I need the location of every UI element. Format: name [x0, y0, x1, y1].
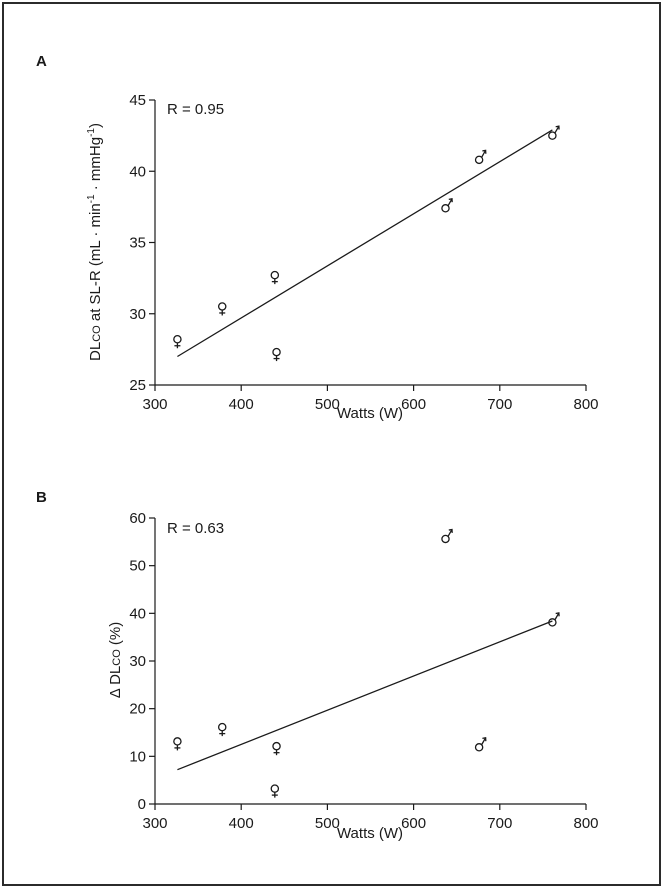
panel-a-y-tick-label: 30	[129, 306, 146, 323]
female-symbol-point	[272, 347, 281, 362]
female-symbol-point	[173, 334, 182, 349]
panel-b-x-tick-label: 300	[142, 815, 167, 832]
panel-a-ylabel-end: )	[87, 123, 104, 128]
panel-a-x-tick-label: 800	[573, 396, 598, 413]
male-symbol-point	[548, 125, 560, 140]
panel-a-x-tick-label: 400	[229, 396, 254, 413]
panel-b-ylabel-co: CO	[111, 649, 123, 666]
panel-b-x-tick-label: 800	[573, 815, 598, 832]
panel-a-x-tick-label: 300	[142, 396, 167, 413]
panel-b-x-tick-label: 500	[315, 815, 340, 832]
female-symbol-point	[217, 722, 227, 737]
panel-b-regression-line	[177, 620, 553, 771]
panel-a: A R = 0.95 300 400 500 600 700 800 25 30 35 40 45…	[36, 53, 599, 422]
panel-b-letter: B	[36, 489, 47, 506]
panel-a-axes	[154, 100, 586, 386]
panel-a-r-value: R = 0.95	[167, 101, 224, 118]
panel-a-x-tick-label: 700	[487, 396, 512, 413]
panel-a-x-ticks: 300 400 500 600 700 800	[142, 385, 599, 413]
panel-b-ylabel-prefix: Δ DL	[107, 666, 124, 699]
panel-b-points-layer	[173, 528, 560, 798]
panel-b-ylabel-suffix: (%)	[107, 622, 124, 650]
panel-a-x-tick-label: 600	[401, 396, 426, 413]
panel-b-y-tick-label: 40	[129, 605, 146, 622]
panel-a-ylabel-dl: DL	[87, 342, 104, 361]
panel-a-y-tick-label: 40	[129, 163, 146, 180]
panel-a-fit-layer	[177, 129, 553, 358]
panel-b-x-tick-label: 400	[229, 815, 254, 832]
panel-b-x-ticks: 300 400 500 600 700 800	[142, 804, 599, 832]
panel-b-y-tick-label: 60	[129, 510, 146, 527]
female-symbol-point	[272, 741, 281, 756]
panel-b-r-value: R = 0.63	[167, 520, 224, 537]
panel-a-ylabel-sup1: -1	[86, 194, 97, 203]
panel-b-x-tick-label: 600	[401, 815, 426, 832]
panel-a-x-axis-title: Watts (W)	[337, 405, 403, 422]
panel-b-x-axis-title: Watts (W)	[337, 825, 403, 842]
female-symbol-point	[270, 784, 280, 798]
panel-a-y-tick-label: 45	[129, 92, 146, 109]
female-symbol-point	[217, 302, 227, 316]
male-symbol-point	[474, 149, 487, 165]
panel-b-y-tick-label: 50	[129, 558, 146, 575]
panel-a-y-tick-label: 35	[129, 235, 146, 252]
panel-b-y-tick-label: 30	[129, 653, 146, 670]
male-symbol-point	[441, 528, 453, 544]
panel-b-y-ticks: 0 10 20 30 40 50 60	[129, 510, 155, 813]
panel-a-y-tick-label: 25	[129, 377, 146, 394]
panel-a-ylabel-sup2: -1	[86, 128, 97, 137]
panel-b-y-axis-title: Δ DLCO (%)	[107, 622, 124, 699]
panel-a-ylabel-mid: · mmHg	[87, 137, 104, 195]
female-symbol-point	[173, 737, 182, 751]
panel-b-fit-layer	[177, 620, 553, 771]
panel-a-x-tick-label: 500	[315, 396, 340, 413]
panel-b-y-tick-label: 0	[138, 796, 146, 813]
panel-a-y-ticks: 25 30 35 40 45	[129, 92, 155, 394]
panel-a-y-axis-title: DLCO at SL-R (mL · min-1 · mmHg-1)	[86, 123, 104, 361]
male-symbol-point	[441, 198, 453, 213]
panel-b-x-tick-label: 700	[487, 815, 512, 832]
panel-a-ylabel-main: at SL-R (mL · min	[87, 203, 104, 325]
panel-b-y-tick-label: 10	[129, 748, 146, 765]
panel-b-y-tick-label: 20	[129, 701, 146, 718]
panel-a-regression-line	[177, 129, 553, 358]
panel-a-ylabel-co: CO	[91, 325, 103, 342]
male-symbol-point	[474, 737, 487, 752]
panel-a-points-layer	[173, 125, 560, 362]
female-symbol-point	[270, 270, 280, 285]
panel-b: B R = 0.63 300 400 500 600 700 800 0 10 20 30 40 5…	[36, 489, 599, 842]
panel-b-axes	[154, 518, 586, 805]
panel-a-letter: A	[36, 53, 47, 70]
male-symbol-point	[548, 612, 560, 627]
